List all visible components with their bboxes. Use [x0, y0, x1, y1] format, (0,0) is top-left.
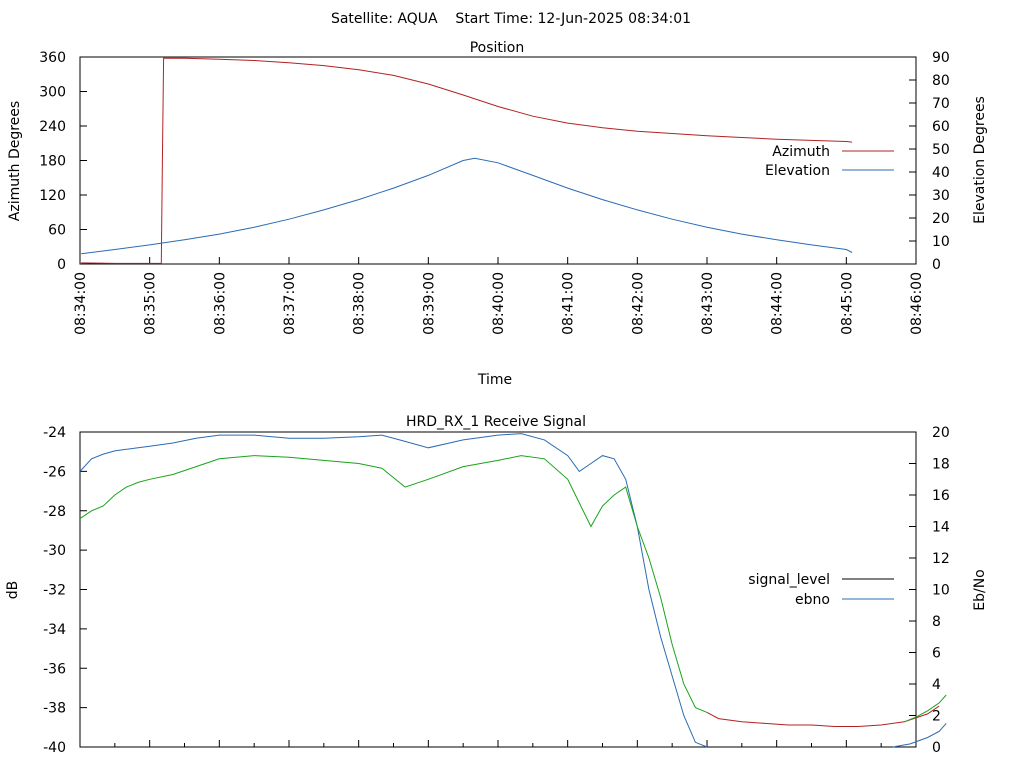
position-y2-axis-label: Elevation Degrees [972, 96, 988, 224]
receive-signal-y2-tick-label: 0 [932, 740, 941, 756]
position-x-tick-label: 08:46:00 [909, 272, 925, 335]
receive-signal-y2-tick-label: 12 [932, 551, 950, 567]
receive-signal-y-tick-label: -32 [43, 583, 66, 599]
receive-signal-y-tick-label: -26 [43, 464, 66, 480]
position-chart-title: Position [470, 40, 525, 56]
receive-signal-legend: signal_level ebno [748, 572, 894, 608]
receive-signal-y-tick-label: -36 [43, 661, 66, 677]
receive-signal-ticks: -24 -26 -28 -30 -32 -34 -36 -38 -40 0 2 4 6 8 10 12 14 16… [43, 425, 950, 756]
position-x-tick-label: 08:34:00 [73, 272, 89, 335]
receive-signal-y-tick-label: -28 [43, 504, 66, 520]
position-y2-tick-label: 80 [932, 73, 950, 89]
position-x-tick-label: 08:37:00 [282, 272, 298, 335]
position-x-axis-label: Time [477, 372, 512, 388]
position-y-tick-label: 180 [39, 154, 66, 170]
position-y-tick-label: 60 [48, 223, 66, 239]
receive-signal-series-ebno [79, 433, 708, 748]
position-x-tick-label: 08:42:00 [630, 272, 646, 335]
position-y-tick-label: 0 [57, 257, 66, 273]
receive-signal-chart: HRD_RX_1 Receive Signal -24-26-28-30-32-… [5, 414, 988, 756]
receive-signal-y2-axis-label: Eb/No [972, 569, 988, 611]
position-x-tick-label: 08:44:00 [770, 272, 786, 335]
receive-signal-y2-tick-label: 6 [932, 646, 941, 662]
position-ticks: 0 60 120 180 240 300 360 0 10 20 30 40 50 60 70 80 90 08:… [39, 50, 950, 335]
receive-signal-y2-tick-label: 20 [932, 425, 950, 441]
position-y2-tick-label: 10 [932, 234, 950, 250]
position-y2-tick-label: 0 [932, 257, 941, 273]
position-x-tick-label: 08:39:00 [421, 272, 437, 335]
receive-signal-chart-title: HRD_RX_1 Receive Signal [406, 414, 586, 430]
position-series [81, 57, 853, 264]
receive-signal-y2-tick-label: 10 [932, 583, 950, 599]
position-y-tick-label: 240 [39, 119, 66, 135]
receive-signal-y-tick-label: -34 [43, 622, 66, 638]
receive-signal-y-axis-label: dB [5, 581, 21, 600]
position-y2-tick-label: 60 [932, 119, 950, 135]
position-y2-tick-label: 30 [932, 188, 950, 204]
position-x-tick-label: 08:43:00 [700, 272, 716, 335]
position-series-elevation [81, 157, 853, 255]
receive-signal-series [79, 433, 947, 748]
position-x-tick-label: 08:45:00 [839, 272, 855, 335]
position-x-tick-label: 08:35:00 [143, 272, 159, 335]
legend-azimuth-label: Azimuth [772, 144, 830, 160]
position-x-tick-label: 08:38:00 [352, 272, 368, 335]
position-series-azimuth [81, 57, 853, 264]
receive-signal-y2-tick-label: 16 [932, 488, 950, 504]
legend-signal-level-label: signal_level [748, 572, 830, 588]
position-y-tick-label: 120 [39, 188, 66, 204]
position-x-tick-label: 08:41:00 [561, 272, 577, 335]
legend-elevation-label: Elevation [765, 163, 830, 179]
receive-signal-y2-tick-label: 8 [932, 614, 941, 630]
receive-signal-y-tick-label: -40 [43, 740, 66, 756]
position-y2-tick-label: 40 [932, 165, 950, 181]
position-x-tick-label: 08:40:00 [491, 272, 507, 335]
receive-signal-y2-tick-label: 14 [932, 520, 950, 536]
receive-signal-y-tick-label: -24 [43, 425, 66, 441]
receive-signal-series-green-trace [79, 455, 708, 713]
receive-signal-y-tick-label: -38 [43, 701, 66, 717]
position-y-tick-label: 300 [39, 85, 66, 101]
receive-signal-series-red-trace [706, 705, 940, 727]
position-legend: Azimuth Elevation [765, 144, 894, 179]
position-chart: Position 0 60 120 180 240 300 360 0 10 20 30 40 50 60… [7, 40, 988, 388]
receive-signal-y2-tick-label: 4 [932, 677, 941, 693]
position-x-tick-label: 08:36:00 [212, 272, 228, 335]
position-y2-tick-label: 20 [932, 211, 950, 227]
position-y-tick-label: 360 [39, 50, 66, 66]
position-y2-tick-label: 50 [932, 142, 950, 158]
page-title: Satellite: AQUA Start Time: 12-Jun-2025 … [331, 11, 691, 27]
position-plot-frame [79, 56, 917, 265]
receive-signal-series-green-tail [904, 694, 947, 723]
receive-signal-y-tick-label: -30 [43, 543, 66, 559]
receive-signal-y2-tick-label: 2 [932, 709, 941, 725]
receive-signal-plot-frame [79, 431, 917, 748]
receive-signal-y2-tick-label: 18 [932, 457, 950, 473]
position-y2-tick-label: 90 [932, 50, 950, 66]
position-y-axis-label: Azimuth Degrees [7, 101, 23, 221]
position-y2-tick-label: 70 [932, 96, 950, 112]
legend-ebno-label: ebno [795, 592, 830, 608]
receive-signal-series-ebno-tail [892, 723, 947, 748]
